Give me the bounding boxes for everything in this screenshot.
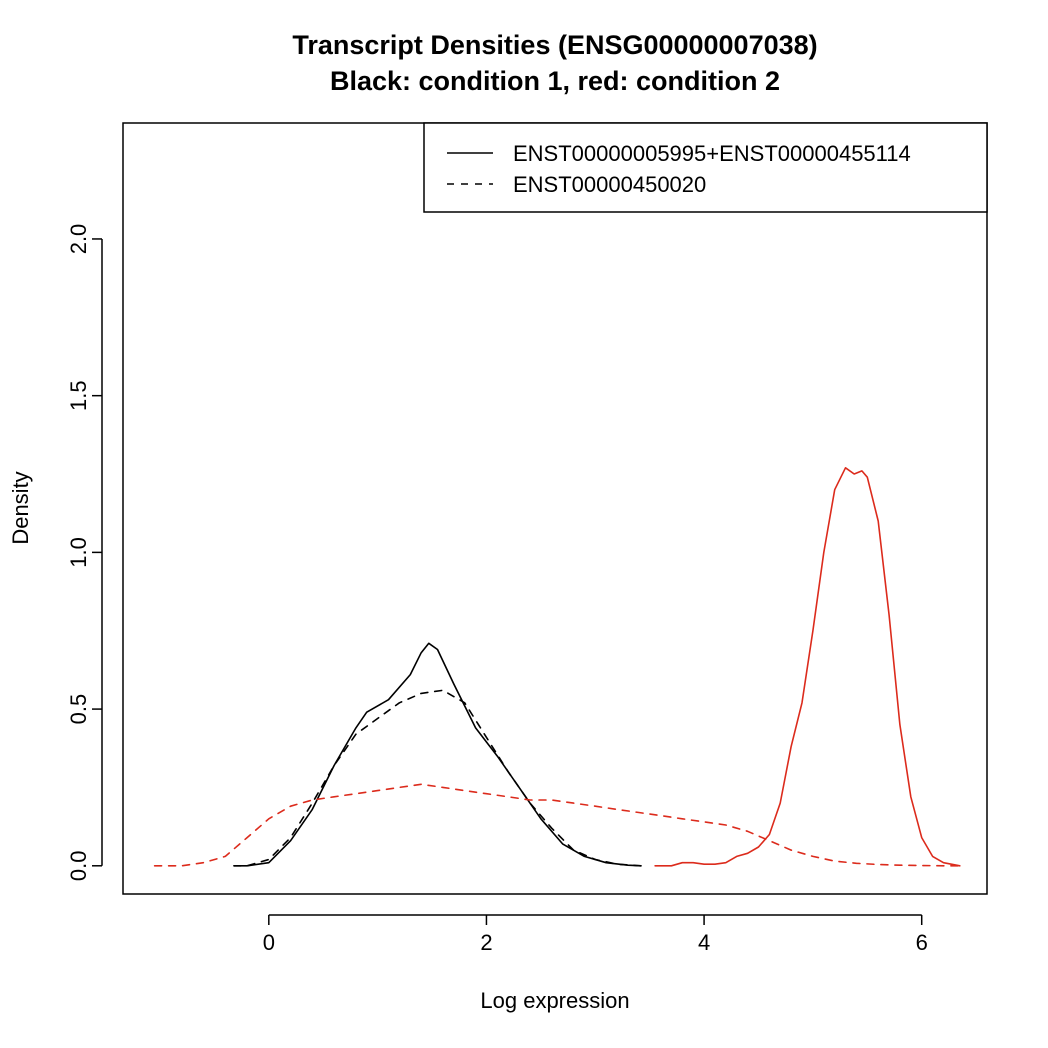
y-tick-label: 1.5 bbox=[66, 380, 91, 411]
x-axis: 0 2 4 6 bbox=[263, 914, 928, 955]
x-tick-label: 2 bbox=[480, 930, 492, 955]
series-line-condition2-solid-2 bbox=[654, 467, 961, 867]
y-axis: 0.0 0.5 1.0 1.5 2.0 bbox=[66, 224, 103, 882]
y-tick-label: 2.0 bbox=[66, 224, 91, 255]
legend-label-dashed: ENST00000450020 bbox=[513, 172, 706, 197]
y-tick-label: 1.0 bbox=[66, 537, 91, 568]
x-tick-label: 0 bbox=[263, 930, 275, 955]
x-axis-label: Log expression bbox=[480, 988, 629, 1013]
legend: ENST00000005995+ENST00000455114 ENST0000… bbox=[423, 122, 988, 213]
legend-label-solid: ENST00000005995+ENST00000455114 bbox=[513, 141, 911, 166]
y-tick-label: 0.5 bbox=[66, 694, 91, 725]
plot-frame bbox=[122, 122, 988, 895]
series-line-condition1-dashed-1 bbox=[233, 689, 642, 867]
series-line-condition2-dashed-3 bbox=[153, 783, 961, 867]
chart-subtitle: Black: condition 1, red: condition 2 bbox=[330, 66, 780, 96]
series-layer bbox=[153, 467, 961, 867]
chart-title: Transcript Densities (ENSG00000007038) bbox=[292, 30, 817, 60]
y-axis-label: Density bbox=[8, 471, 33, 544]
series-line-condition1-solid-0 bbox=[233, 642, 642, 867]
legend-box bbox=[423, 122, 988, 213]
x-tick-label: 4 bbox=[698, 930, 710, 955]
y-tick-label: 0.0 bbox=[66, 851, 91, 882]
x-tick-label: 6 bbox=[916, 930, 928, 955]
